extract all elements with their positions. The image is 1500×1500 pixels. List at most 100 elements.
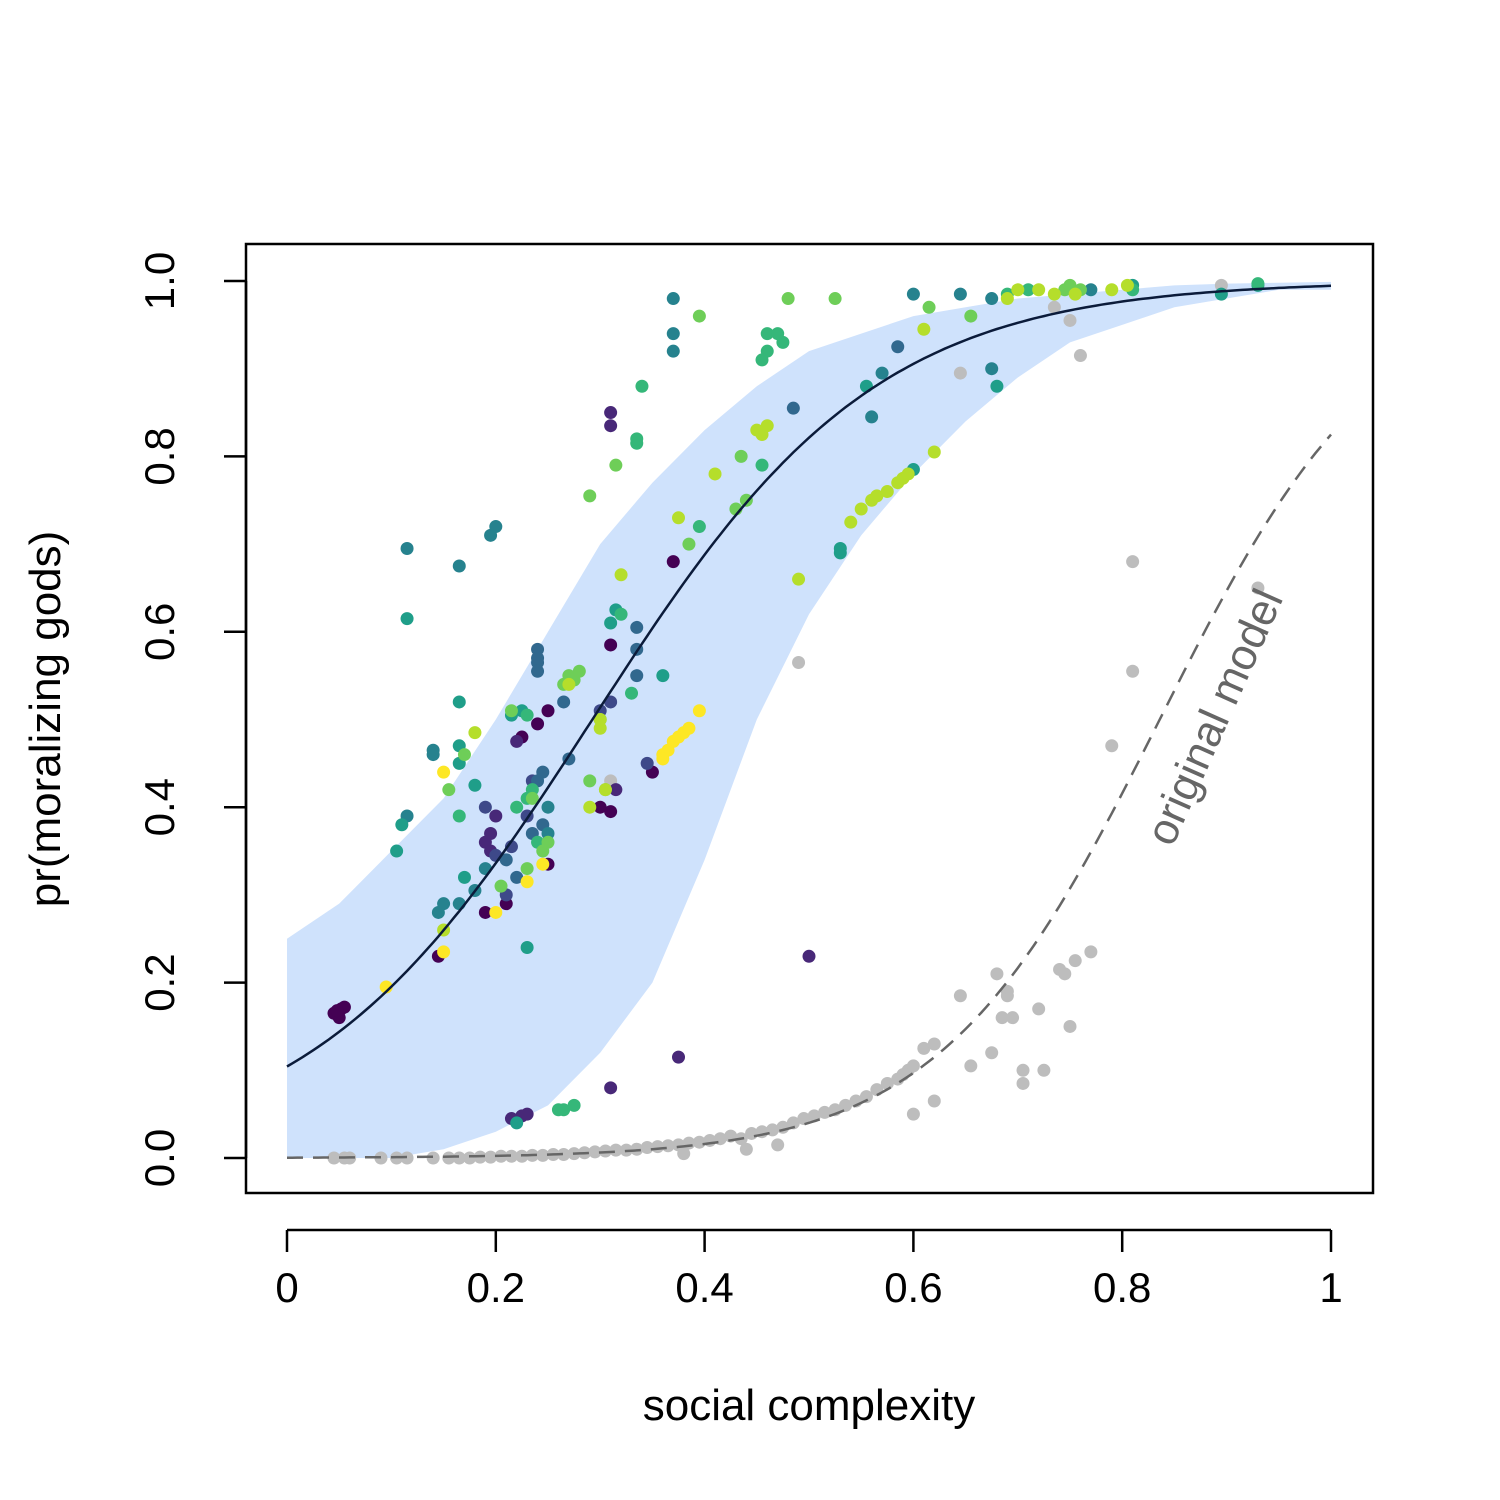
data-point [854, 502, 868, 516]
data-point [557, 1103, 571, 1117]
data-point [771, 327, 785, 341]
original-point [504, 1149, 518, 1163]
original-point [609, 1143, 623, 1157]
data-point [510, 870, 524, 884]
y-tick-label: 0.6 [136, 603, 183, 661]
original-point [1084, 945, 1098, 959]
data-point [400, 612, 414, 626]
data-point [964, 309, 978, 323]
data-point [593, 800, 607, 814]
data-point [1251, 277, 1265, 291]
data-point [1068, 287, 1082, 301]
data-point [520, 875, 534, 889]
data-point [922, 300, 936, 314]
data-point [666, 344, 680, 358]
data-point [614, 607, 628, 621]
data-point [635, 379, 649, 393]
data-points [327, 277, 1265, 1130]
data-point [510, 1116, 524, 1130]
original-point [953, 989, 967, 1003]
data-point [510, 734, 524, 748]
original-point [964, 1059, 978, 1073]
data-point [630, 620, 644, 634]
data-point [593, 713, 607, 726]
data-point [985, 362, 999, 376]
data-point [604, 616, 618, 630]
original-point [990, 967, 1004, 981]
data-point [880, 484, 894, 498]
data-point [330, 1004, 344, 1018]
y-axis: 0.0 0.2 0.4 0.6 0.8 1.0 [136, 252, 248, 1187]
x-axis-title: social complexity [643, 1381, 976, 1430]
data-point [953, 287, 967, 301]
data-point [1047, 287, 1061, 301]
data-point [656, 669, 670, 683]
original-point [839, 1098, 853, 1112]
data-point [395, 818, 409, 832]
data-point [541, 835, 555, 849]
data-point [379, 980, 393, 994]
data-point [666, 292, 680, 306]
data-point [875, 366, 889, 380]
original-point [818, 1105, 832, 1119]
data-point [1021, 283, 1035, 297]
data-point [390, 844, 404, 858]
data-point [437, 897, 451, 911]
original-point [692, 1135, 706, 1149]
original-point [327, 1151, 341, 1165]
original-point [1058, 967, 1072, 981]
data-point [452, 559, 466, 573]
original-point [536, 1148, 550, 1162]
original-point [1016, 1076, 1030, 1090]
data-point [531, 664, 545, 678]
data-point [567, 1098, 581, 1112]
data-point [442, 783, 456, 797]
original-point [771, 1138, 785, 1152]
original-point [1006, 1011, 1020, 1025]
data-point [531, 717, 545, 731]
original-point [426, 1151, 440, 1165]
x-tick-label: 0 [275, 1264, 298, 1311]
data-point [510, 800, 524, 814]
data-point [452, 695, 466, 709]
data-point [457, 870, 471, 884]
original-point [1063, 313, 1077, 327]
data-point [844, 515, 858, 529]
original-point [484, 1150, 498, 1164]
data-point [755, 353, 769, 367]
data-point [682, 537, 696, 551]
data-point [865, 410, 879, 424]
data-point [609, 458, 623, 472]
data-point [583, 774, 597, 788]
data-point [604, 1081, 618, 1095]
data-point [583, 800, 597, 814]
data-point [541, 800, 555, 814]
data-point [478, 905, 492, 919]
data-point [1214, 287, 1228, 301]
data-point [802, 949, 816, 963]
data-point [468, 726, 482, 740]
original-point [739, 1142, 753, 1156]
data-point [734, 449, 748, 463]
data-point [452, 809, 466, 823]
original-point [995, 1011, 1009, 1025]
data-point [985, 292, 999, 306]
original-point [880, 1076, 894, 1090]
data-point [468, 778, 482, 792]
data-point [489, 520, 503, 534]
data-point [672, 511, 685, 525]
x-tick-label: 0.8 [1093, 1264, 1151, 1311]
data-point [692, 704, 706, 718]
original-point [1047, 300, 1061, 314]
data-point [692, 309, 706, 323]
original-point [640, 1140, 654, 1154]
data-point [531, 651, 545, 665]
data-point [583, 489, 597, 503]
data-point [520, 708, 534, 722]
data-point [781, 292, 795, 306]
data-point [504, 840, 518, 854]
data-point [457, 748, 471, 762]
fitted-curve [286, 284, 1332, 1068]
data-point [525, 791, 539, 805]
original-point [859, 1090, 873, 1104]
